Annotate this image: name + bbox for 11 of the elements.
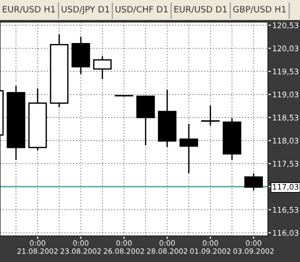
text: GBP/USD H1	[233, 6, 286, 14]
candlestick	[180, 123, 198, 174]
candlestick	[136, 96, 155, 146]
text: EUR/USD D1	[174, 6, 227, 14]
candlestick	[93, 56, 112, 80]
candlestick	[201, 104, 220, 126]
text: USD/CHF D1	[116, 6, 168, 14]
candlestick	[72, 36, 90, 75]
candlestick	[244, 172, 263, 191]
text: EUR/USD H1	[2, 6, 55, 14]
text: USD/JPY D1	[62, 6, 110, 14]
